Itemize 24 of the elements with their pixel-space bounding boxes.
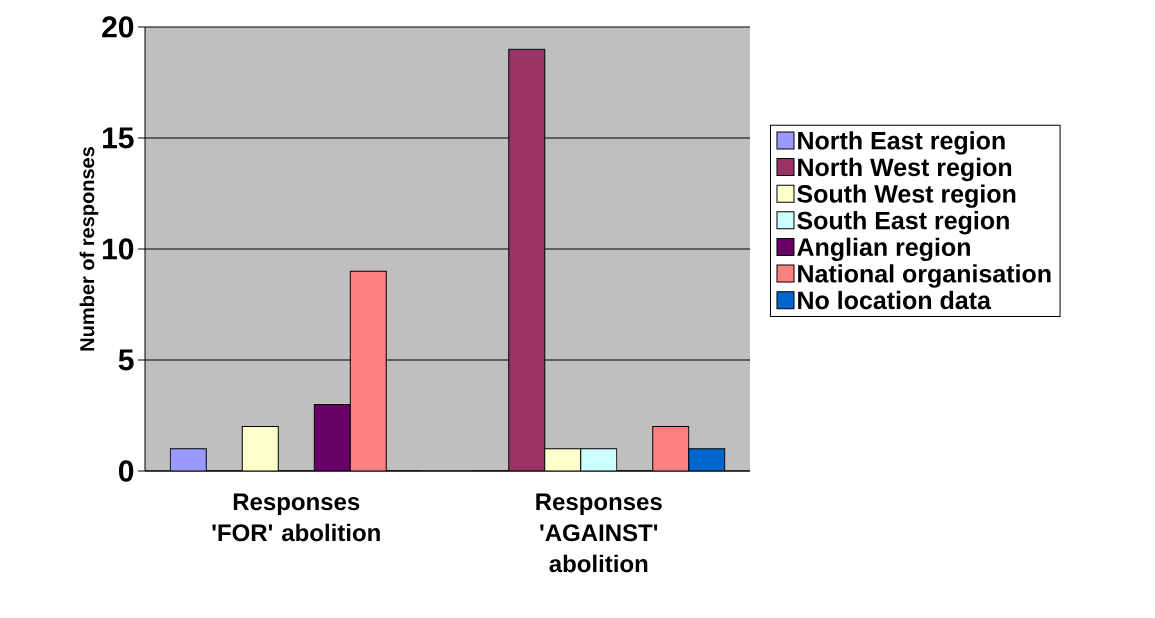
legend-label: No location data bbox=[798, 290, 992, 310]
y-tick-label: 0 bbox=[118, 460, 134, 482]
y-tick-label: 15 bbox=[102, 127, 134, 149]
bar bbox=[652, 426, 690, 471]
bar bbox=[688, 448, 726, 471]
y-axis-title: Number of responses bbox=[79, 147, 99, 351]
bar bbox=[349, 270, 387, 471]
y-tick-label: 5 bbox=[118, 349, 134, 371]
bar bbox=[313, 403, 351, 471]
legend-label: South West region bbox=[797, 184, 1016, 208]
bar bbox=[508, 48, 546, 471]
legend-label: South East region bbox=[797, 211, 1009, 235]
legend-label: North East region bbox=[798, 131, 1005, 155]
legend-label: National organisation bbox=[798, 264, 1051, 288]
x-tick-label: Responses 'AGAINST' abolition bbox=[536, 493, 662, 573]
y-tick-label: 20 bbox=[102, 16, 134, 38]
bar bbox=[580, 448, 618, 471]
legend-label: North West region bbox=[798, 157, 1012, 182]
bar bbox=[169, 448, 207, 471]
bar bbox=[241, 426, 279, 471]
bar bbox=[544, 448, 582, 471]
y-tick-label: 10 bbox=[102, 238, 134, 260]
legend-label: Anglian region bbox=[797, 237, 970, 262]
x-tick-label: Responses 'FOR' abolition bbox=[212, 493, 380, 542]
